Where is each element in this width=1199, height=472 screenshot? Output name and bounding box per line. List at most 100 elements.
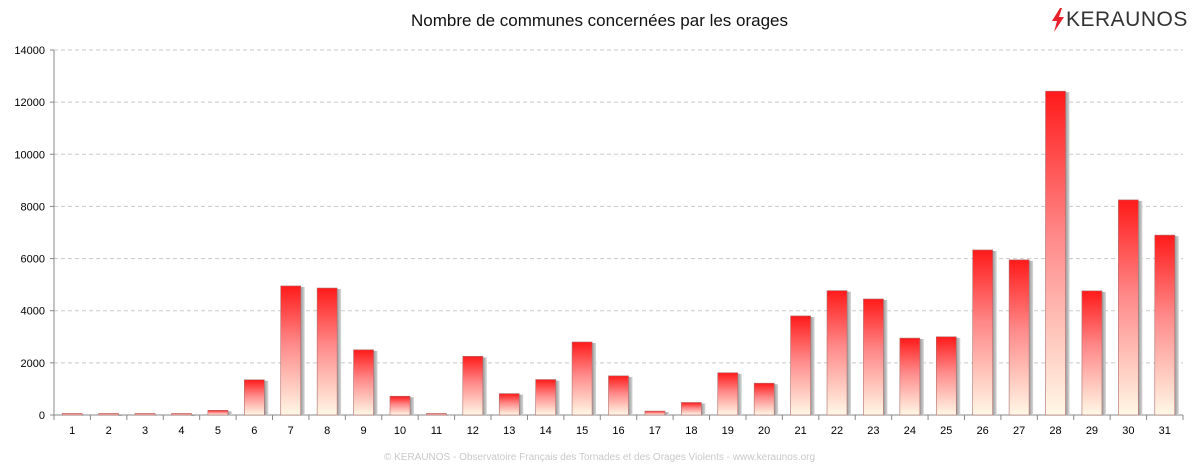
x-tick-label: 25 <box>940 425 952 437</box>
x-tick-label: 3 <box>142 425 148 437</box>
bar-shadow <box>373 350 378 415</box>
bar <box>1154 234 1176 416</box>
bar-shadow <box>264 380 269 415</box>
bar-shadow <box>555 380 560 415</box>
x-tick-label: 12 <box>467 425 479 437</box>
x-tick-label: 17 <box>649 425 661 437</box>
x-tick-label: 19 <box>722 425 734 437</box>
bar <box>826 290 848 416</box>
bar-shadow <box>300 286 305 415</box>
y-tick-label: 0 <box>39 410 45 422</box>
bar <box>608 375 629 416</box>
footer-credit: © KERAUNOS - Observatoire Français des T… <box>383 452 816 463</box>
y-tick-label: 14000 <box>14 45 45 57</box>
bar-shadow <box>519 394 524 415</box>
x-tick-label: 6 <box>251 425 257 437</box>
chart-title: Nombre de communes concernées par les or… <box>410 11 789 30</box>
x-tick-label: 23 <box>867 425 879 437</box>
bar <box>863 298 884 416</box>
x-tick-label: 22 <box>831 425 843 437</box>
bar-shadow <box>82 415 87 416</box>
y-tick-label: 10000 <box>14 149 45 161</box>
bar-shadow <box>337 289 342 415</box>
bar-shadow <box>118 415 123 416</box>
bar <box>753 382 775 416</box>
bar <box>171 413 192 416</box>
bar <box>717 372 739 416</box>
bar-shadow <box>992 250 997 415</box>
bar <box>681 402 702 416</box>
x-tick-label: 14 <box>540 425 552 437</box>
bar-shadow <box>919 339 924 415</box>
y-tick-label: 12000 <box>14 97 45 109</box>
bar <box>353 349 374 416</box>
x-tick-label: 31 <box>1159 425 1171 437</box>
bar-shadow <box>1029 260 1034 415</box>
x-tick-label: 18 <box>685 425 697 437</box>
brand-name: KERAUNOS <box>1066 8 1188 31</box>
x-tick-label: 30 <box>1122 425 1134 437</box>
bar <box>244 379 265 416</box>
x-tick-label: 1 <box>69 425 75 437</box>
bar <box>535 379 556 416</box>
bar-shadow <box>1065 92 1070 415</box>
x-tick-label: 4 <box>178 425 184 437</box>
bar-shadow <box>155 415 160 416</box>
bar-shadow <box>227 411 232 415</box>
bar <box>61 413 83 416</box>
x-tick-label: 26 <box>977 425 989 437</box>
bar <box>972 249 993 416</box>
bar-shadow <box>810 316 815 415</box>
x-tick-label: 21 <box>794 425 806 437</box>
bar <box>316 287 338 416</box>
x-tick-label: 8 <box>324 425 330 437</box>
bar-shadow <box>1101 291 1106 415</box>
bar-shadow <box>482 357 487 415</box>
x-tick-label: 16 <box>612 425 624 437</box>
y-tick-label: 6000 <box>21 254 45 266</box>
bar <box>571 341 593 416</box>
bar-shadow <box>664 412 669 415</box>
bars <box>61 90 1179 416</box>
bar <box>899 337 921 416</box>
x-tick-label: 9 <box>361 425 367 437</box>
y-tick-label: 8000 <box>21 201 45 213</box>
bar <box>207 410 229 416</box>
x-tick-label: 13 <box>503 425 515 437</box>
x-tick-label: 28 <box>1049 425 1061 437</box>
bar-shadow <box>737 373 742 415</box>
bar <box>644 410 666 416</box>
bar <box>498 393 520 416</box>
bar <box>935 336 957 416</box>
x-tick-label: 15 <box>576 425 588 437</box>
x-tick-label: 5 <box>215 425 221 437</box>
y-tick-label: 2000 <box>21 358 45 370</box>
bar-shadow <box>956 337 961 415</box>
bar <box>1118 199 1139 416</box>
x-tick-label: 10 <box>394 425 406 437</box>
x-tick-label: 24 <box>904 425 916 437</box>
x-tick-label: 2 <box>106 425 112 437</box>
bar <box>1008 259 1030 416</box>
lightning-bolt-icon <box>1052 8 1064 32</box>
bar-shadow <box>847 291 852 415</box>
x-tick-label: 7 <box>288 425 294 437</box>
y-tick-label: 4000 <box>21 306 45 318</box>
bar <box>426 413 447 416</box>
bar <box>1045 90 1066 416</box>
bar-shadow <box>628 376 633 415</box>
bar <box>389 395 411 416</box>
x-tick-label: 29 <box>1086 425 1098 437</box>
bar-shadow <box>191 415 196 416</box>
bar <box>98 413 119 416</box>
bar <box>280 285 302 416</box>
x-tick-label: 27 <box>1013 425 1025 437</box>
brand-logo: KERAUNOS <box>1050 8 1188 32</box>
x-tick-label: 11 <box>431 425 442 437</box>
bar-shadow <box>883 299 888 415</box>
bar <box>462 356 484 416</box>
bar-shadow <box>592 343 597 415</box>
bar <box>1081 290 1103 416</box>
bar-shadow <box>1138 200 1143 415</box>
bar-shadow <box>774 384 779 415</box>
